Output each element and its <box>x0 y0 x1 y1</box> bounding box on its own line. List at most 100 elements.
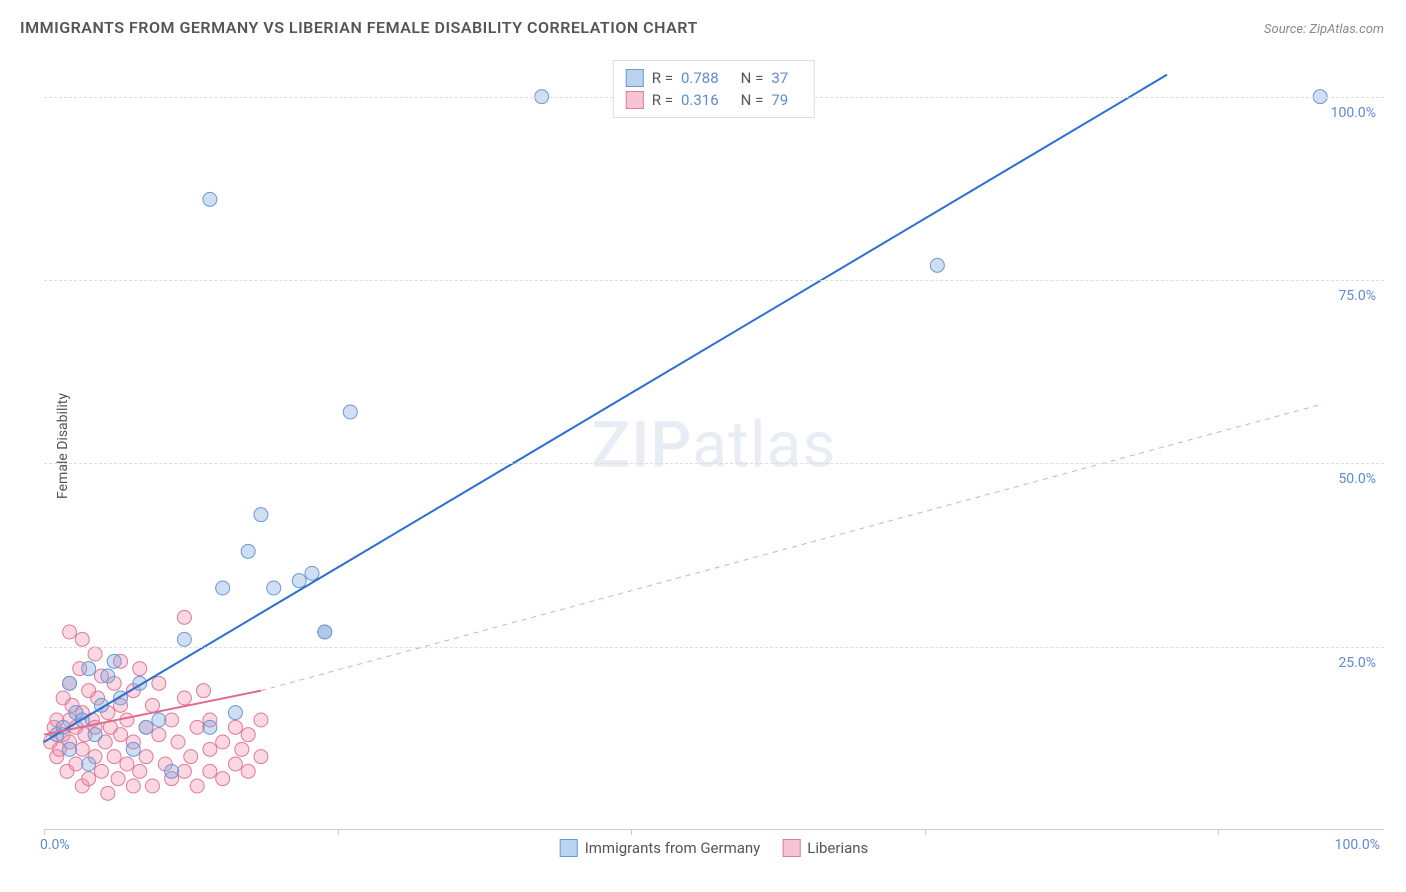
legend-item-liberians: Liberians <box>782 839 868 857</box>
scatter-point <box>203 764 217 778</box>
gridline <box>44 463 1384 464</box>
r-label: R = <box>652 69 673 87</box>
scatter-point <box>267 581 281 595</box>
ytick-label: 100.0% <box>1331 105 1376 121</box>
scatter-point <box>114 728 128 742</box>
scatter-point <box>203 742 217 756</box>
legend-correlation: R = 0.788 N = 37 R = 0.316 N = 79 <box>613 60 815 118</box>
scatter-point <box>184 750 198 764</box>
scatter-point <box>82 662 96 676</box>
scatter-point <box>241 764 255 778</box>
scatter-point <box>152 713 166 727</box>
scatter-point <box>197 684 211 698</box>
legend-row-germany: R = 0.788 N = 37 <box>626 67 802 89</box>
gridline <box>44 280 1384 281</box>
scatter-point <box>88 728 102 742</box>
scatter-point <box>228 720 242 734</box>
scatter-point <box>203 192 217 206</box>
scatter-point <box>133 662 147 676</box>
scatter-point <box>75 742 89 756</box>
r-value-liberians: 0.316 <box>681 91 719 109</box>
scatter-point <box>63 742 77 756</box>
n-value-germany: 37 <box>771 69 788 87</box>
xtick-mark <box>925 829 926 835</box>
scatter-point <box>228 757 242 771</box>
scatter-point <box>133 764 147 778</box>
legend-label-liberians: Liberians <box>807 839 868 857</box>
scatter-svg <box>44 60 1384 829</box>
n-value-liberians: 79 <box>771 91 788 109</box>
n-label: N = <box>741 91 764 109</box>
scatter-point <box>930 258 944 272</box>
scatter-point <box>82 772 96 786</box>
scatter-point <box>254 750 268 764</box>
x-axis-max: 100.0% <box>1335 837 1380 853</box>
ytick-label: 75.0% <box>1338 288 1376 304</box>
source-attribution: Source: ZipAtlas.com <box>1264 22 1384 37</box>
legend-swatch-liberians <box>626 91 644 109</box>
legend-series: Immigrants from Germany Liberians <box>560 839 869 857</box>
scatter-point <box>145 779 159 793</box>
x-axis-min: 0.0% <box>40 837 70 853</box>
scatter-point <box>75 632 89 646</box>
legend-swatch-germany <box>626 69 644 87</box>
scatter-point <box>107 654 121 668</box>
legend-row-liberians: R = 0.316 N = 79 <box>626 89 802 111</box>
xtick-mark <box>1218 829 1219 835</box>
scatter-point <box>216 735 230 749</box>
xtick-mark <box>631 829 632 835</box>
scatter-point <box>165 713 179 727</box>
scatter-point <box>292 574 306 588</box>
scatter-point <box>120 757 134 771</box>
scatter-point <box>177 764 191 778</box>
scatter-point <box>152 676 166 690</box>
scatter-point <box>107 750 121 764</box>
scatter-point <box>216 772 230 786</box>
scatter-point <box>88 647 102 661</box>
scatter-point <box>343 405 357 419</box>
xtick-mark <box>44 829 45 835</box>
plot-area: ZIPatlas R = 0.788 N = 37 R = 0.316 N = … <box>44 60 1384 830</box>
scatter-point <box>63 625 77 639</box>
scatter-point <box>171 735 185 749</box>
scatter-point <box>318 625 332 639</box>
scatter-point <box>190 779 204 793</box>
scatter-point <box>177 632 191 646</box>
legend-item-germany: Immigrants from Germany <box>560 839 761 857</box>
scatter-point <box>241 728 255 742</box>
scatter-point <box>126 742 140 756</box>
ytick-label: 25.0% <box>1338 655 1376 671</box>
scatter-point <box>203 720 217 734</box>
scatter-point <box>94 764 108 778</box>
scatter-point <box>82 757 96 771</box>
legend-swatch-germany-bottom <box>560 839 578 857</box>
xtick-mark <box>338 829 339 835</box>
scatter-point <box>111 772 125 786</box>
legend-swatch-liberians-bottom <box>782 839 800 857</box>
gridline <box>44 647 1384 648</box>
scatter-point <box>126 779 140 793</box>
scatter-point <box>101 669 115 683</box>
scatter-point <box>216 581 230 595</box>
scatter-point <box>120 713 134 727</box>
scatter-point <box>165 764 179 778</box>
scatter-point <box>241 544 255 558</box>
scatter-point <box>145 698 159 712</box>
scatter-point <box>139 750 153 764</box>
trendline-liberians-extrapolated <box>261 405 1320 691</box>
scatter-point <box>228 706 242 720</box>
scatter-point <box>152 728 166 742</box>
trendline-germany <box>44 75 1167 742</box>
scatter-point <box>190 720 204 734</box>
scatter-point <box>69 757 83 771</box>
scatter-point <box>305 566 319 580</box>
scatter-point <box>177 610 191 624</box>
scatter-point <box>101 786 115 800</box>
scatter-point <box>254 508 268 522</box>
scatter-point <box>235 742 249 756</box>
scatter-point <box>177 691 191 705</box>
n-label: N = <box>741 69 764 87</box>
scatter-point <box>63 676 77 690</box>
scatter-point <box>254 713 268 727</box>
r-label: R = <box>652 91 673 109</box>
